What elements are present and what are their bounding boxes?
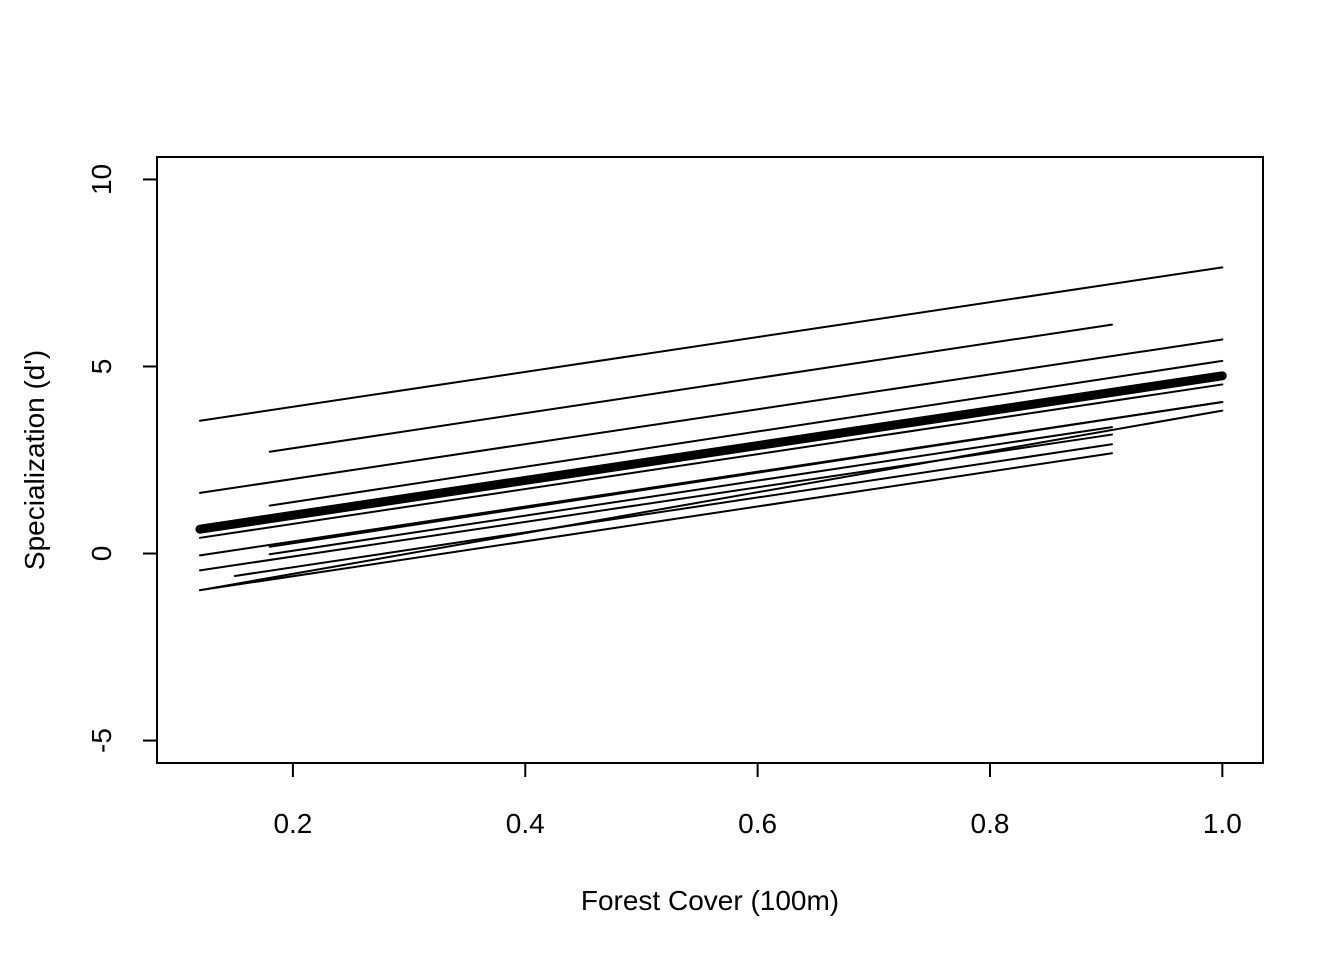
series-line-3 — [198, 338, 1224, 494]
series-line-12 — [198, 409, 1224, 592]
y-axis: -5 0 5 10 — [86, 164, 158, 753]
y-tick-label: 0 — [86, 546, 117, 562]
plot-frame — [156, 156, 1264, 764]
x-tick-label: 1.0 — [1203, 808, 1242, 839]
series-line-9 — [268, 426, 1113, 556]
x-tick-label: 0.2 — [273, 808, 312, 839]
series-line-5 — [195, 371, 1227, 534]
x-tick-label: 0.8 — [971, 808, 1010, 839]
series-line-8 — [198, 401, 1224, 557]
y-tick-label: -5 — [86, 728, 117, 753]
y-tick-label: 5 — [86, 359, 117, 375]
x-tick-label: 0.6 — [738, 808, 777, 839]
series-line-13 — [198, 452, 1113, 592]
x-tick-label: 0.4 — [506, 808, 545, 839]
x-axis-label: Forest Cover (100m) — [581, 885, 839, 916]
x-axis: 0.2 0.4 0.6 0.8 1.0 — [273, 762, 1242, 839]
series-line-2 — [268, 323, 1113, 453]
series-line-11 — [233, 443, 1113, 577]
series-layer — [195, 266, 1227, 592]
series-line-4 — [268, 359, 1224, 507]
y-tick-label: 10 — [86, 164, 117, 195]
y-axis-label: Specialization (d') — [19, 350, 50, 570]
series-line-1 — [198, 266, 1224, 422]
series-line-6 — [198, 383, 1224, 539]
